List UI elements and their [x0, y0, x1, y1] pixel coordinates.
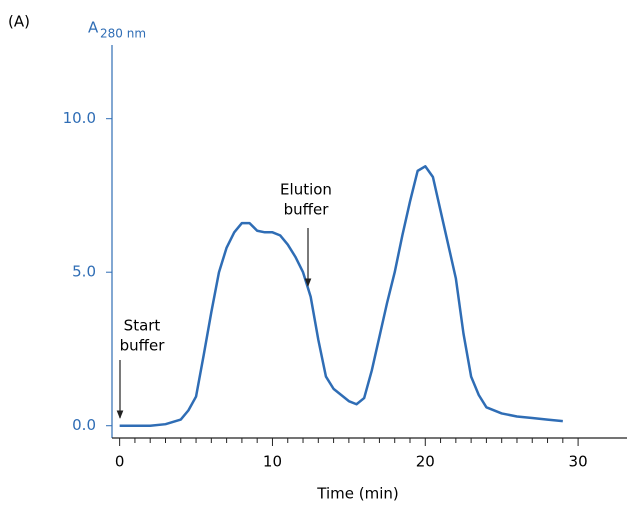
x-tick-label: 10 — [263, 453, 282, 471]
x-tick-label: 20 — [416, 453, 435, 471]
y-tick-label: 0.0 — [72, 416, 96, 434]
annotation-text: Start — [124, 317, 161, 335]
y-axis-label-sub: 280 nm — [100, 27, 146, 41]
y-axis-label: A — [88, 19, 99, 37]
x-tick-label: 30 — [569, 453, 588, 471]
line — [119, 165, 563, 427]
panel-label: (A) — [8, 13, 30, 31]
x-tick-label: 0 — [115, 453, 125, 471]
annotation-text: buffer — [284, 201, 330, 219]
y-tick-label: 10.0 — [63, 109, 96, 127]
x-axis-label: Time (min) — [316, 485, 398, 503]
annotation-text: Elution — [280, 181, 332, 199]
annotation-text: buffer — [120, 337, 166, 355]
y-tick-label: 5.0 — [72, 263, 96, 281]
